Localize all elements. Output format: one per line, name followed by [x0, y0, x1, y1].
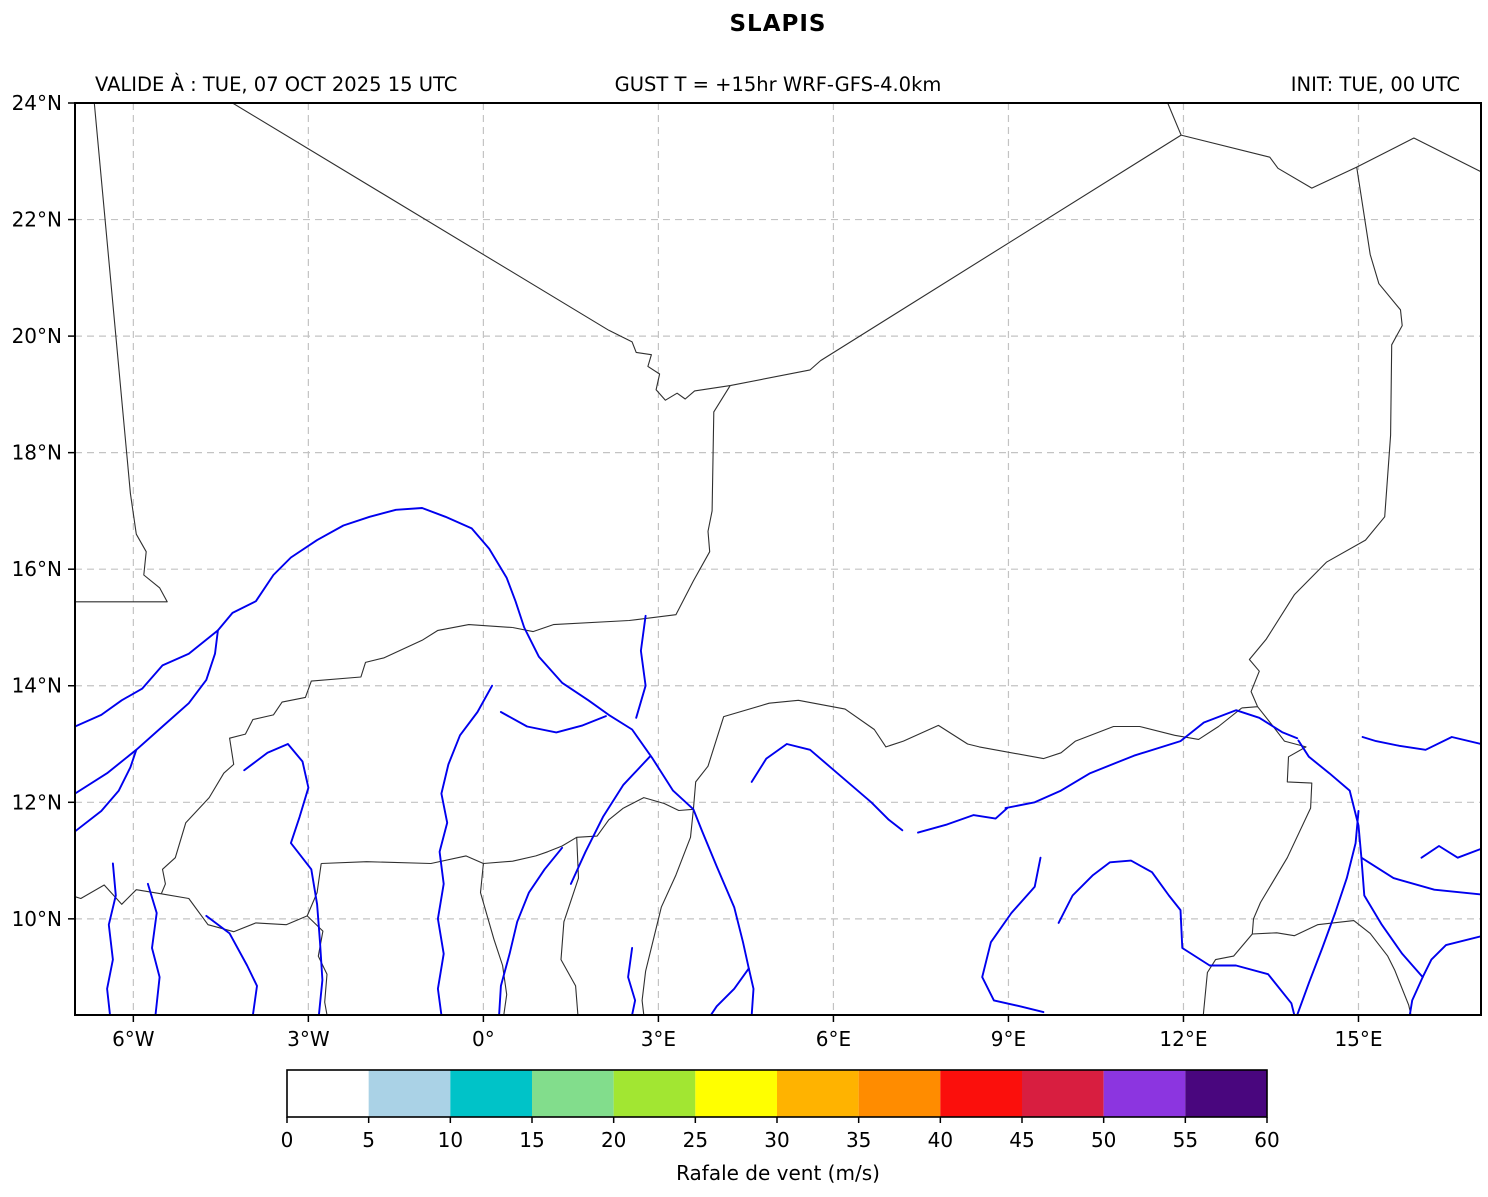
river [627, 947, 637, 1015]
colorbar-tick-label: 20 [601, 1128, 626, 1152]
country-border [1252, 920, 1412, 1015]
river [106, 862, 117, 1015]
colorbar-tick-label: 40 [928, 1128, 953, 1152]
country-border [306, 915, 328, 1015]
river [635, 614, 647, 719]
river [750, 743, 904, 832]
river [75, 629, 219, 795]
colorbar-tick-label: 25 [683, 1128, 708, 1152]
colorbar-tick-label: 35 [846, 1128, 871, 1152]
country-border [560, 837, 580, 1015]
country-border [1248, 167, 1403, 707]
country-border [692, 699, 1243, 810]
colorbar-tick-label: 15 [519, 1128, 544, 1152]
x-axis-tick-label: 15°E [1334, 1027, 1382, 1051]
country-border [1356, 137, 1481, 173]
colorbar-caption: Rafale de vent (m/s) [676, 1161, 880, 1185]
river [146, 882, 161, 1015]
river [1296, 810, 1360, 1015]
x-axis-tick-label: 12°E [1159, 1027, 1207, 1051]
forecast-lead-label: GUST T = +15hr WRF-GFS-4.0km [614, 73, 942, 96]
y-axis-tick-label: 14°N [12, 674, 62, 698]
x-axis-tick-label: 6°W [112, 1027, 155, 1051]
y-axis-tick-label: 16°N [12, 557, 62, 581]
colorbar-segment [1185, 1070, 1267, 1117]
colorbar-segment [1103, 1070, 1186, 1117]
colorbar-segment [777, 1070, 859, 1117]
colorbar-tick-label: 45 [1009, 1128, 1034, 1152]
country-border [623, 797, 694, 812]
river [75, 748, 138, 833]
river [498, 846, 564, 1015]
init-time-label: INIT: TUE, 00 UTC [1290, 73, 1460, 96]
y-axis-tick-label: 22°N [12, 208, 62, 232]
river [205, 914, 258, 1015]
x-axis-tick-label: 3°W [287, 1027, 330, 1051]
page-title: SLAPIS [729, 11, 827, 37]
river [1408, 935, 1481, 1015]
country-border [730, 134, 1182, 387]
country-border [512, 385, 731, 633]
country-border [75, 103, 168, 603]
y-axis-tick-label: 10°N [12, 907, 62, 931]
colorbar-tick-label: 0 [281, 1128, 294, 1152]
country-border [160, 624, 513, 895]
river [243, 743, 324, 1015]
x-axis-tick-label: 3°E [641, 1027, 676, 1051]
colorbar-tick-label: 55 [1173, 1128, 1198, 1152]
x-axis-tick-label: 9°E [991, 1027, 1026, 1051]
colorbar-tick-label: 10 [438, 1128, 463, 1152]
x-axis-tick-label: 0° [472, 1027, 495, 1051]
colorbar-segment [940, 1070, 1022, 1117]
river [1361, 736, 1481, 751]
colorbar-tick-label: 50 [1091, 1128, 1116, 1152]
colorbar-segment [450, 1070, 532, 1117]
colorbar-segment [858, 1070, 941, 1117]
country-border [75, 884, 162, 905]
river [75, 507, 750, 1015]
colorbar-segment [613, 1070, 696, 1117]
country-border [161, 863, 322, 933]
river [436, 684, 494, 1015]
river [917, 807, 1009, 834]
colorbar-segment [368, 1070, 451, 1117]
y-axis-tick-label: 20°N [12, 324, 62, 348]
map-frame [74, 102, 1482, 1016]
country-border [1180, 134, 1357, 189]
country-border [1202, 706, 1313, 1015]
country-border [321, 807, 624, 865]
country-border [1167, 103, 1182, 136]
river [1420, 845, 1481, 859]
colorbar-segment [1022, 1070, 1104, 1117]
country-border [1241, 706, 1258, 709]
colorbar-tick-label: 5 [362, 1128, 375, 1152]
x-axis-tick-label: 6°E [816, 1027, 851, 1051]
river [1360, 856, 1481, 896]
country-border [232, 103, 731, 401]
colorbar-tick-label: 60 [1254, 1128, 1279, 1152]
y-axis-tick-label: 24°N [12, 91, 62, 115]
colorbar-segment [532, 1070, 614, 1117]
country-border [479, 863, 508, 1015]
river [1057, 859, 1296, 1015]
river [747, 967, 755, 1015]
y-axis-tick-label: 18°N [12, 441, 62, 465]
valid-time-label: VALIDE À : TUE, 07 OCT 2025 15 UTC [95, 73, 458, 96]
river [499, 711, 607, 734]
y-axis-tick-label: 12°N [12, 790, 62, 814]
river [569, 755, 651, 885]
colorbar-tick-label: 30 [764, 1128, 789, 1152]
river [981, 856, 1045, 1014]
colorbar-segment [287, 1070, 369, 1117]
colorbar-segment [695, 1070, 777, 1117]
river [1297, 739, 1424, 979]
river [1004, 709, 1299, 810]
country-border [641, 809, 694, 1015]
